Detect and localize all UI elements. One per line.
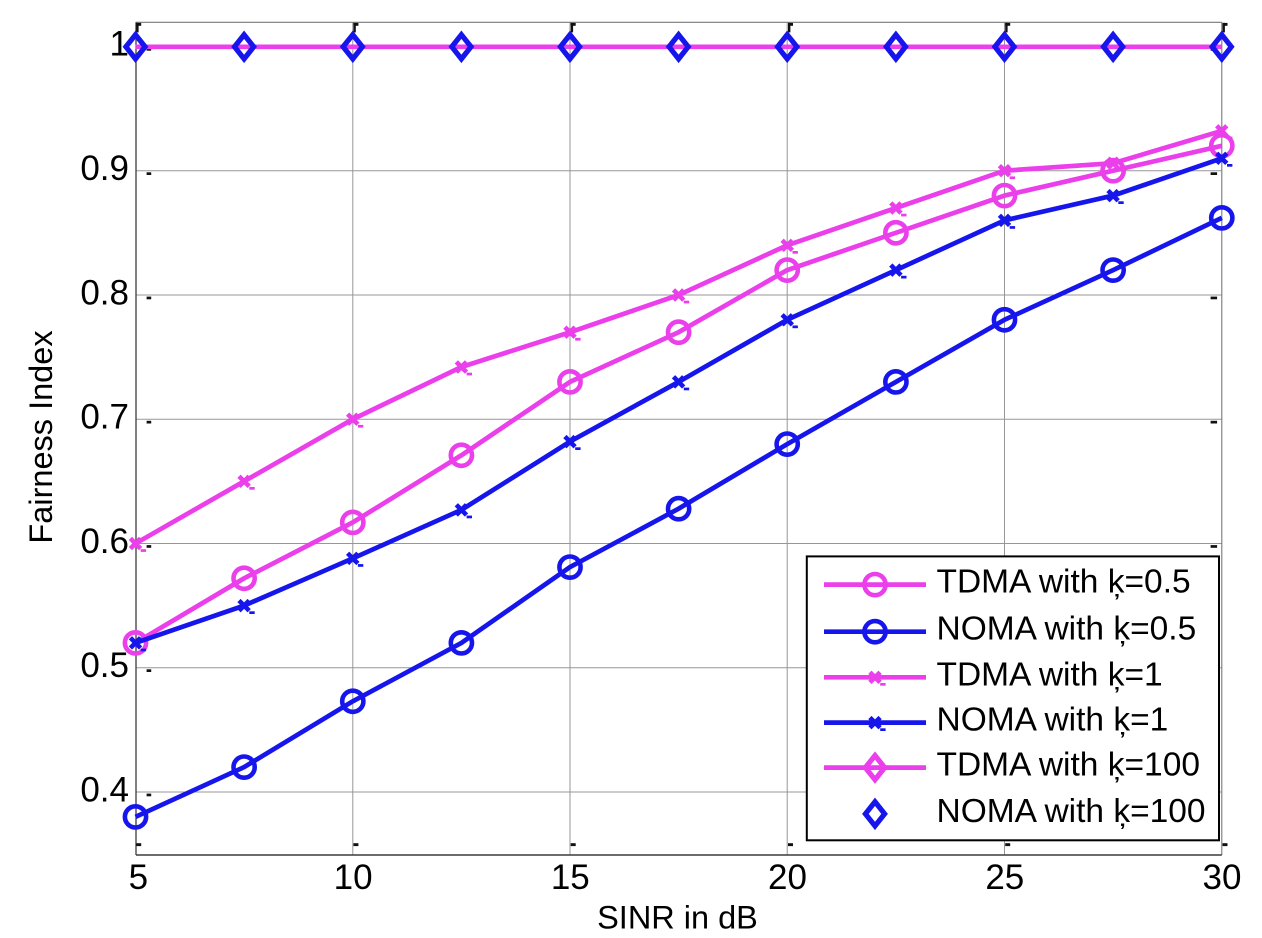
svg-text:25: 25: [985, 858, 1024, 897]
svg-text:10: 10: [334, 858, 373, 897]
svg-text:NOMA with ķ=0.5: NOMA with ķ=0.5: [937, 611, 1197, 648]
svg-text:0.5: 0.5: [80, 646, 129, 685]
svg-text:0.8: 0.8: [80, 273, 129, 312]
svg-text:15: 15: [551, 858, 590, 897]
svg-text:1: 1: [110, 25, 129, 64]
svg-text:0.6: 0.6: [80, 522, 129, 561]
svg-text:0.7: 0.7: [80, 398, 129, 437]
svg-text:0.4: 0.4: [80, 770, 129, 809]
svg-text:Fairness Index: Fairness Index: [23, 330, 59, 543]
svg-text:SINR in dB: SINR in dB: [597, 900, 758, 936]
svg-text:TDMA with ķ=1: TDMA with ķ=1: [937, 656, 1163, 693]
svg-text:30: 30: [1203, 858, 1242, 897]
svg-text:TDMA with ķ=100: TDMA with ķ=100: [937, 747, 1200, 784]
svg-text:0.9: 0.9: [80, 149, 129, 188]
svg-text:NOMA with ķ=100: NOMA with ķ=100: [937, 793, 1206, 830]
svg-text:NOMA with ķ=1: NOMA with ķ=1: [937, 702, 1169, 739]
svg-text:TDMA with ķ=0.5: TDMA with ķ=0.5: [937, 564, 1191, 601]
svg-text:5: 5: [129, 858, 148, 897]
svg-text:20: 20: [768, 858, 807, 897]
